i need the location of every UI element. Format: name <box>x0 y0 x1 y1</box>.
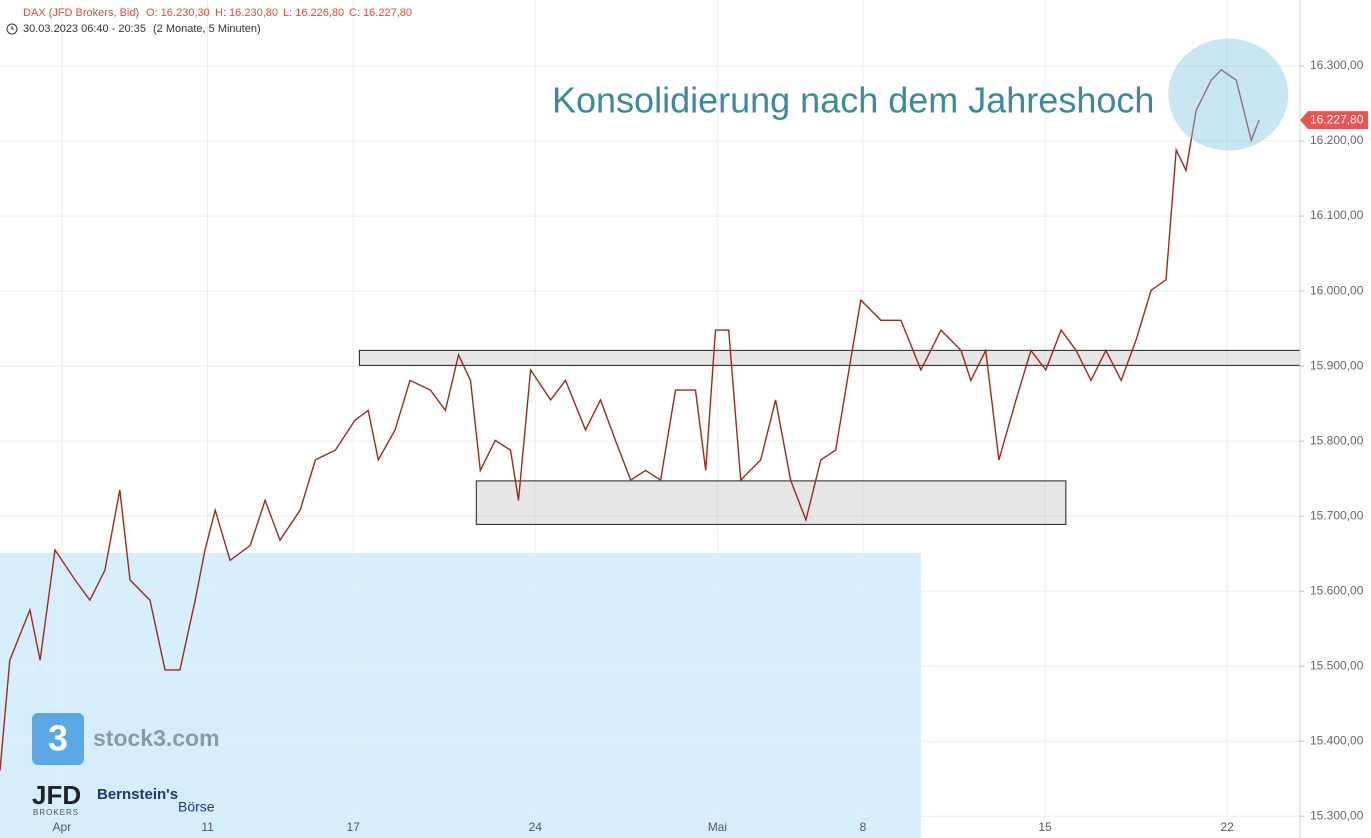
background <box>0 0 1300 838</box>
y-tick-label: 15.400,00 <box>1310 733 1364 747</box>
y-tick-label: 15.300,00 <box>1310 808 1364 822</box>
last-price-label: 16.227,80 <box>1310 112 1364 126</box>
x-tick-label: 8 <box>860 820 867 834</box>
zone <box>475 480 1067 525</box>
logo-jfd: JFD <box>32 780 81 810</box>
price-line <box>0 68 1260 771</box>
ohlc-close: C: 16.227,80 <box>349 7 412 19</box>
clock-hands <box>11 26 14 30</box>
x-tick-label: Mai <box>708 820 727 834</box>
highlight-area <box>0 552 921 838</box>
clock-icon <box>6 23 18 35</box>
logo-icon <box>32 713 84 765</box>
ohlc-open: O: 16.230,30 <box>146 7 210 19</box>
y-tick-label: 16.300,00 <box>1310 58 1364 72</box>
y-tick-label: 16.200,00 <box>1310 133 1364 147</box>
x-tick-label: 15 <box>1038 820 1052 834</box>
highlight-circle <box>1168 38 1289 151</box>
y-tick-label: 16.100,00 <box>1310 208 1364 222</box>
y-tick-label: 15.900,00 <box>1310 358 1364 372</box>
ohlc-high: H: 16.230,80 <box>215 7 278 19</box>
x-tick-label: 24 <box>529 820 543 834</box>
logo-bernstein: Bernstein's <box>97 786 178 803</box>
annotation: Konsolidierung nach dem Jahreshoch <box>552 80 1154 121</box>
y-tick-label: 15.800,00 <box>1310 433 1364 447</box>
y-tick-label: 15.600,00 <box>1310 583 1364 597</box>
logo-3: 3 <box>48 718 68 759</box>
chart-title: DAX (JFD Brokers, Bid) <box>23 7 139 19</box>
y-tick-label: 15.500,00 <box>1310 658 1364 672</box>
period: (2 Monate, 5 Minuten) <box>153 23 261 35</box>
ohlc-low: L: 16.226,80 <box>283 7 344 19</box>
x-tick-label: 17 <box>347 820 361 834</box>
y-tick-label: 15.700,00 <box>1310 508 1364 522</box>
last-price-tag <box>1300 111 1368 130</box>
x-tick-label: 22 <box>1220 820 1234 834</box>
subtitle: 30.03.2023 06:40 - 20:35 <box>23 23 146 35</box>
plot <box>0 38 1301 771</box>
y-tick-label: 16.000,00 <box>1310 283 1364 297</box>
x-tick-label: 11 <box>201 820 214 834</box>
logo-brokers: BROKERS <box>33 808 79 817</box>
x-tick-label: Apr <box>53 820 72 834</box>
zone <box>358 349 1301 366</box>
logo-boerse: Börse <box>178 799 215 815</box>
logo-text: stock3.com <box>93 725 220 751</box>
